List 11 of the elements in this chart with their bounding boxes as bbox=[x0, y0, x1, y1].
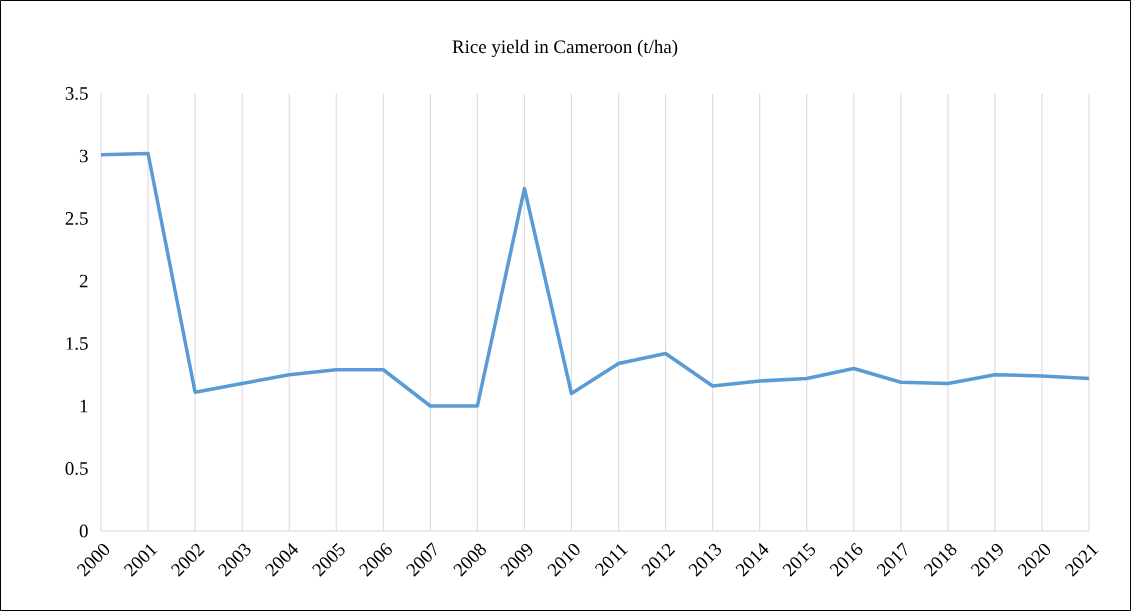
chart-title: Rice yield in Cameroon (t/ha) bbox=[452, 39, 678, 58]
y-tick-label: 1.5 bbox=[66, 337, 88, 350]
y-tick-label: 2 bbox=[79, 274, 88, 288]
y-tick-label: 3.5 bbox=[65, 87, 88, 100]
x-tick-label: 2011 bbox=[594, 544, 629, 577]
y-tick-label: 0.5 bbox=[65, 462, 88, 475]
y-tick-label: 2.5 bbox=[65, 212, 88, 225]
y-tick-label: 1 bbox=[80, 399, 88, 413]
line-series bbox=[99, 151, 1091, 408]
y-tick-label: 0 bbox=[79, 524, 88, 538]
y-tick-label: 3 bbox=[79, 149, 88, 163]
